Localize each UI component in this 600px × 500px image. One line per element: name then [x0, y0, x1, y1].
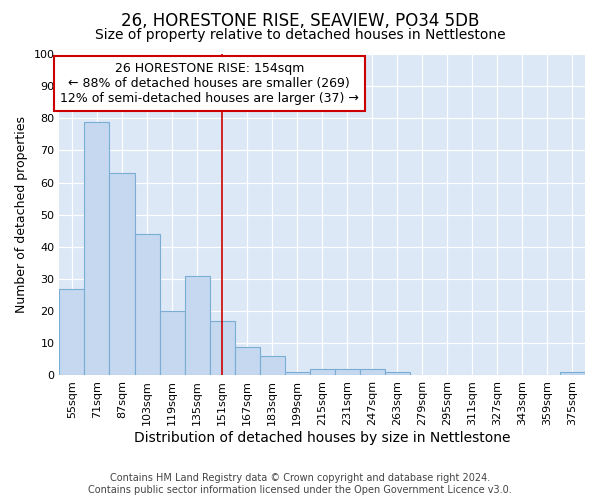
Bar [360, 369, 385, 376]
Bar [185, 276, 209, 376]
Y-axis label: Number of detached properties: Number of detached properties [15, 116, 28, 313]
Text: 26, HORESTONE RISE, SEAVIEW, PO34 5DB: 26, HORESTONE RISE, SEAVIEW, PO34 5DB [121, 12, 479, 30]
Bar [85, 122, 109, 376]
Bar [209, 321, 235, 376]
Bar [160, 311, 185, 376]
X-axis label: Distribution of detached houses by size in Nettlestone: Distribution of detached houses by size … [134, 431, 511, 445]
Bar [385, 372, 410, 376]
Text: 26 HORESTONE RISE: 154sqm
← 88% of detached houses are smaller (269)
12% of semi: 26 HORESTONE RISE: 154sqm ← 88% of detac… [60, 62, 359, 105]
Bar [284, 372, 310, 376]
Bar [134, 234, 160, 376]
Bar [560, 372, 585, 376]
Bar [310, 369, 335, 376]
Bar [109, 173, 134, 376]
Text: Contains HM Land Registry data © Crown copyright and database right 2024.
Contai: Contains HM Land Registry data © Crown c… [88, 474, 512, 495]
Bar [235, 346, 260, 376]
Text: Size of property relative to detached houses in Nettlestone: Size of property relative to detached ho… [95, 28, 505, 42]
Bar [335, 369, 360, 376]
Bar [59, 288, 85, 376]
Bar [260, 356, 284, 376]
